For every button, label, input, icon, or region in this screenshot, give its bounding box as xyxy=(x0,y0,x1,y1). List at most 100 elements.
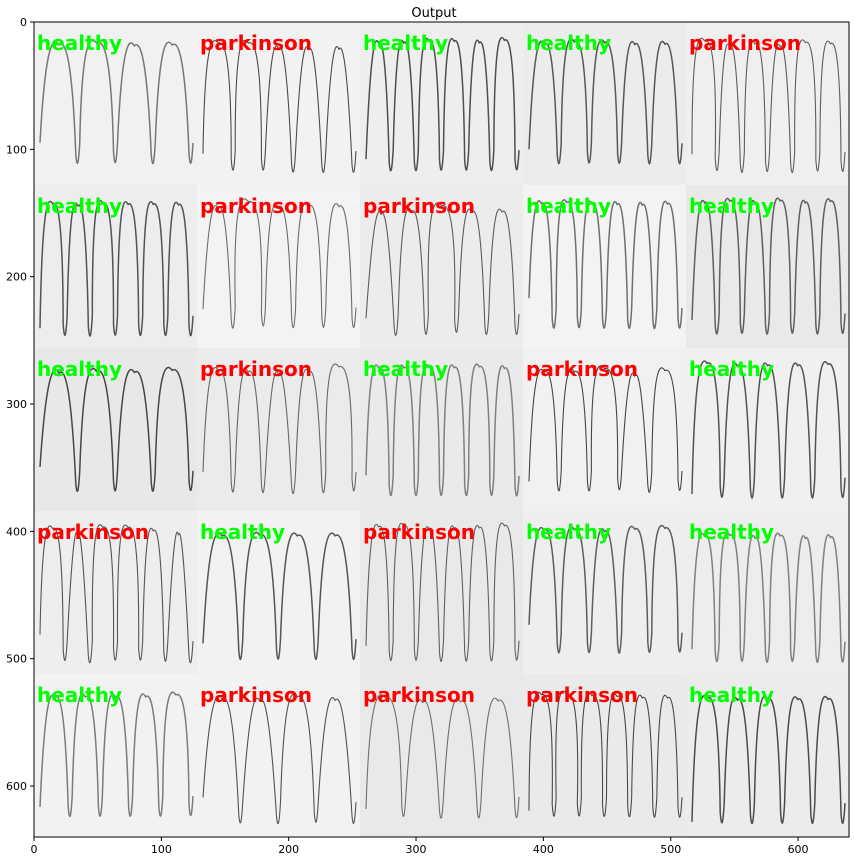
prediction-label: healthy xyxy=(689,520,774,544)
y-tick-label: 0 xyxy=(20,16,27,29)
drawing-stroke xyxy=(691,37,846,174)
prediction-label: healthy xyxy=(37,357,122,381)
prediction-label: healthy xyxy=(37,31,122,55)
y-tick-label: 400 xyxy=(6,525,27,538)
drawing-tile xyxy=(360,348,524,512)
tile-background xyxy=(360,674,524,838)
drawing-tile xyxy=(523,348,687,512)
x-tick-label: 300 xyxy=(406,843,427,856)
drawing-tile xyxy=(34,22,198,186)
drawing-tile xyxy=(197,22,361,186)
drawing-tile xyxy=(34,348,198,512)
prediction-label: parkinson xyxy=(363,520,475,544)
drawing-tile xyxy=(523,185,687,349)
tile-background xyxy=(34,185,198,349)
drawing-stroke xyxy=(202,39,357,173)
drawing-tile xyxy=(34,185,198,349)
drawing-stroke xyxy=(365,363,520,497)
y-tick-label: 100 xyxy=(6,143,27,156)
drawing-stroke xyxy=(528,199,683,330)
prediction-label: healthy xyxy=(363,31,448,55)
drawing-stroke xyxy=(39,200,194,337)
prediction-label: healthy xyxy=(363,357,448,381)
prediction-label: parkinson xyxy=(526,683,638,707)
y-tick-label: 500 xyxy=(6,653,27,666)
drawing-stroke xyxy=(202,531,357,661)
prediction-labels: healthy parkinson healthy healthy parkinson h… xyxy=(37,31,801,707)
drawing-stroke xyxy=(39,691,194,818)
drawing-tile xyxy=(686,511,850,675)
prediction-label: healthy xyxy=(526,31,611,55)
prediction-label: parkinson xyxy=(37,520,149,544)
drawing-tile xyxy=(197,511,361,675)
drawing-stroke xyxy=(528,524,683,654)
tile-background xyxy=(34,674,198,838)
drawing-stroke xyxy=(691,360,846,499)
prediction-label: healthy xyxy=(37,683,122,707)
drawing-tile xyxy=(523,511,687,675)
prediction-label: parkinson xyxy=(200,683,312,707)
drawing-tile xyxy=(523,22,687,186)
tile-background xyxy=(523,348,687,512)
tile-background xyxy=(360,348,524,512)
axes-frame xyxy=(33,21,850,838)
drawing-stroke xyxy=(202,693,357,825)
chart-title: Output xyxy=(411,6,456,21)
tile-background xyxy=(523,674,687,838)
drawing-tile xyxy=(360,674,524,838)
drawing-tile xyxy=(360,185,524,349)
drawing-stroke xyxy=(528,365,683,493)
drawing-stroke xyxy=(365,694,520,819)
drawing-stroke xyxy=(691,197,846,335)
x-tick-label: 0 xyxy=(31,843,38,856)
image-grid xyxy=(34,22,850,838)
prediction-label: healthy xyxy=(689,683,774,707)
drawing-tile xyxy=(686,348,850,512)
prediction-label: parkinson xyxy=(363,194,475,218)
x-tick-label: 600 xyxy=(788,843,809,856)
drawing-tile xyxy=(197,348,361,512)
x-axis: 0 100 200 300 400 500 600 xyxy=(31,837,809,856)
drawing-tile xyxy=(360,511,524,675)
drawing-stroke xyxy=(39,524,194,664)
drawing-stroke xyxy=(365,202,520,336)
prediction-label: parkinson xyxy=(363,683,475,707)
y-tick-label: 300 xyxy=(6,398,27,411)
drawing-stroke xyxy=(365,522,520,662)
tile-background xyxy=(197,511,361,675)
prediction-label: healthy xyxy=(526,520,611,544)
prediction-label: healthy xyxy=(689,357,774,381)
prediction-label: healthy xyxy=(689,194,774,218)
x-tick-label: 200 xyxy=(278,843,299,856)
prediction-label: parkinson xyxy=(200,194,312,218)
prediction-label: parkinson xyxy=(200,357,312,381)
x-tick-label: 400 xyxy=(533,843,554,856)
tile-background xyxy=(686,22,850,186)
drawing-stroke xyxy=(528,38,683,165)
tile-background xyxy=(686,348,850,512)
drawing-stroke xyxy=(39,366,194,493)
drawing-stroke xyxy=(202,198,357,329)
drawing-tile xyxy=(686,185,850,349)
prediction-label: parkinson xyxy=(526,357,638,381)
y-axis: 0 100 200 300 400 500 600 xyxy=(6,16,34,793)
drawing-tile xyxy=(360,22,524,186)
drawing-stroke xyxy=(691,532,846,663)
y-tick-label: 600 xyxy=(6,780,27,793)
y-tick-label: 200 xyxy=(6,271,27,284)
drawing-tile xyxy=(34,674,198,838)
drawing-stroke xyxy=(691,695,846,825)
tile-background xyxy=(360,185,524,349)
drawing-tile xyxy=(34,511,198,675)
drawing-tile xyxy=(523,674,687,838)
drawing-stroke xyxy=(39,39,194,165)
x-tick-label: 500 xyxy=(660,843,681,856)
tile-background xyxy=(197,348,361,512)
drawing-stroke xyxy=(202,363,357,495)
drawing-tile xyxy=(197,674,361,838)
drawing-tile xyxy=(197,185,361,349)
tile-background xyxy=(197,674,361,838)
prediction-label: healthy xyxy=(37,194,122,218)
prediction-label: healthy xyxy=(200,520,285,544)
